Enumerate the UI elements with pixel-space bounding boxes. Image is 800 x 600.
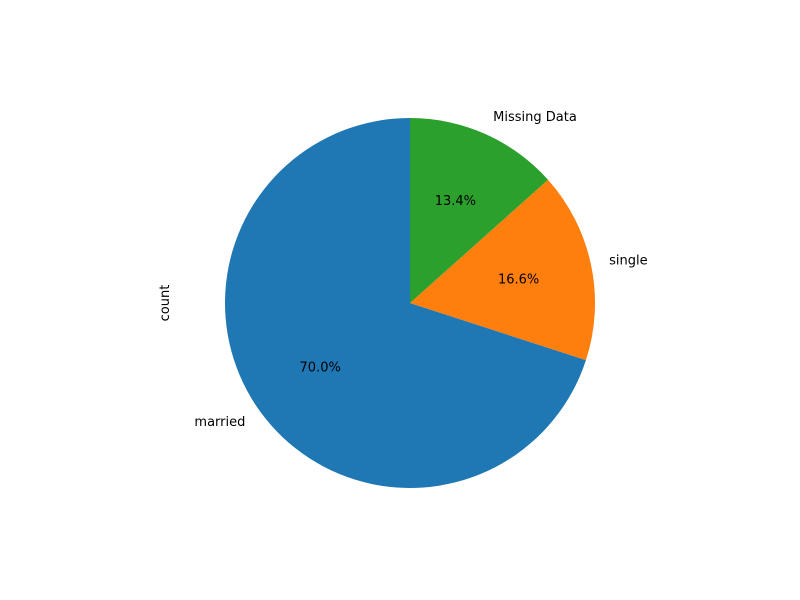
slice-label-single: single [609, 254, 648, 269]
slice-label-missing-data: Missing Data [493, 110, 577, 125]
slice-percent-missing-data: 13.4% [435, 194, 476, 209]
slice-percent-married: 70.0% [300, 361, 341, 376]
y-axis-label: count [158, 285, 173, 322]
pie-slices [225, 118, 596, 488]
pie-slice-missing-data [410, 118, 548, 303]
slice-label-married: married [194, 415, 245, 430]
pie-slice-married [225, 118, 586, 488]
pie-labels: married 70.0% single 16.6% Missing Data 13.4% [194, 110, 647, 430]
pie-slice-single [410, 179, 596, 361]
slice-percent-single: 16.6% [498, 273, 539, 288]
